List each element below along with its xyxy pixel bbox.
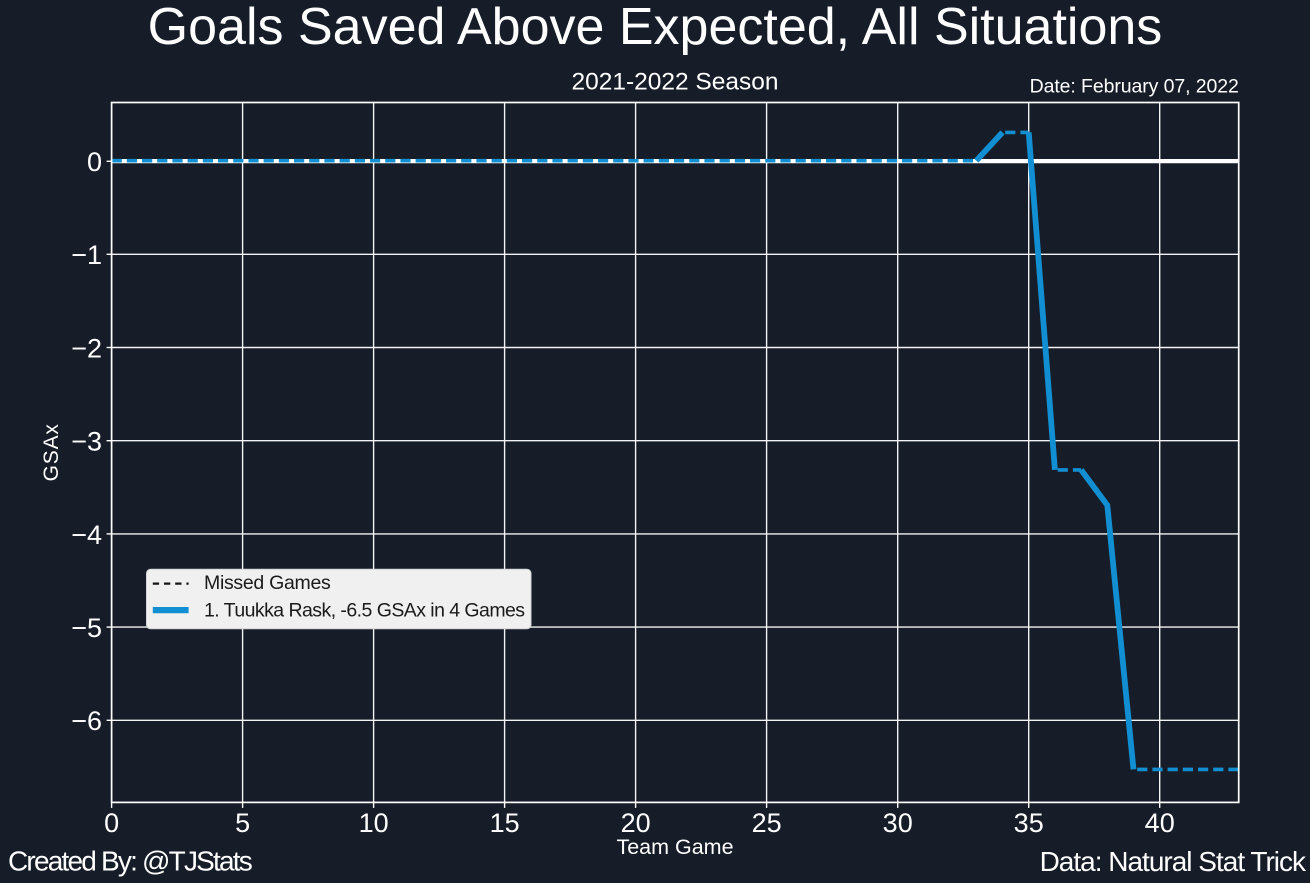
svg-text:35: 35 [1014, 808, 1044, 838]
svg-text:Missed Games: Missed Games [204, 572, 331, 594]
svg-text:10: 10 [359, 808, 389, 838]
svg-text:1. Tuukka Rask, -6.5 GSAx in 4: 1. Tuukka Rask, -6.5 GSAx in 4 Games [204, 600, 525, 622]
svg-text:−2: −2 [71, 333, 102, 363]
svg-text:25: 25 [752, 808, 782, 838]
svg-text:2021-2022 Season: 2021-2022 Season [571, 69, 778, 96]
svg-text:−1: −1 [71, 240, 102, 270]
svg-text:−4: −4 [71, 520, 102, 550]
svg-text:40: 40 [1145, 808, 1175, 838]
svg-text:GSAx: GSAx [40, 423, 63, 481]
svg-text:0: 0 [104, 808, 119, 838]
svg-text:Created By: @TJStats: Created By: @TJStats [8, 846, 252, 877]
svg-text:−3: −3 [71, 427, 102, 457]
svg-text:0: 0 [87, 147, 102, 177]
svg-text:30: 30 [883, 808, 913, 838]
svg-text:−6: −6 [71, 706, 102, 736]
svg-text:Goals Saved Above Expected, Al: Goals Saved Above Expected, All Situatio… [148, 0, 1163, 56]
svg-text:15: 15 [490, 808, 520, 838]
svg-text:−5: −5 [71, 613, 102, 643]
svg-text:20: 20 [621, 808, 651, 838]
svg-text:Data: Natural Stat Trick: Data: Natural Stat Trick [1040, 846, 1307, 877]
svg-text:5: 5 [235, 808, 250, 838]
svg-text:Date: February 07, 2022: Date: February 07, 2022 [1030, 75, 1239, 97]
svg-text:Team Game: Team Game [616, 835, 733, 859]
